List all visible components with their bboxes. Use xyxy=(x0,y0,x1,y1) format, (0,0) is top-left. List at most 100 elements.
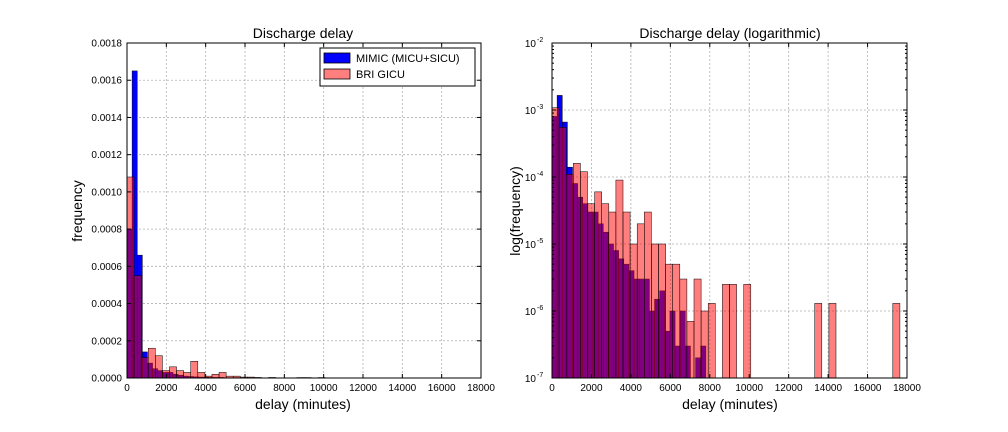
y-tick-base: 10 xyxy=(525,307,537,318)
bar-bri xyxy=(155,355,163,379)
x-tick-label: 16000 xyxy=(854,383,882,394)
chart-linear: Discharge delay delay (minutes) frequenc… xyxy=(69,25,495,412)
x-tick-label: 8000 xyxy=(273,383,296,394)
y-tick-label: 0.0018 xyxy=(91,39,122,50)
x-tick-label: 12000 xyxy=(775,383,803,394)
bar-bri xyxy=(743,284,752,379)
bar-bri xyxy=(565,173,574,379)
bar-bri xyxy=(126,176,135,379)
bar-bri xyxy=(651,243,659,379)
x-tick-label: 4000 xyxy=(620,383,643,394)
y-tick-base: 10 xyxy=(525,173,537,184)
bar-bri xyxy=(594,191,602,379)
x-tick-label: 6000 xyxy=(234,383,257,394)
bar-bri xyxy=(658,243,666,379)
chart-log: Discharge delay (logarithmic) delay (min… xyxy=(507,25,921,412)
y-tick-exponent: -3 xyxy=(537,104,543,111)
bar-bri xyxy=(608,211,617,379)
x-tick-label: 18000 xyxy=(893,383,921,394)
bar-bri xyxy=(133,275,142,379)
bar-bri xyxy=(211,374,220,379)
y-tick-label: 0.0014 xyxy=(91,113,122,124)
bar-bri xyxy=(672,263,681,379)
y-tick-exponent: -2 xyxy=(537,37,543,44)
bar-bri xyxy=(636,223,645,379)
y-tick-label: 10 -4 xyxy=(525,171,543,184)
y-axis-label: frequency xyxy=(69,180,85,241)
x-tick-label: 10000 xyxy=(735,383,763,394)
bar-bri xyxy=(686,321,695,379)
y-tick-label: 0.0016 xyxy=(91,76,122,87)
bar-bri xyxy=(580,171,588,379)
bar-bri xyxy=(828,303,837,379)
bar-bri xyxy=(140,357,149,379)
bar-bri xyxy=(722,284,730,379)
x-tick-label: 2000 xyxy=(155,383,178,394)
x-tick-label: 16000 xyxy=(428,383,456,394)
y-tick-label: 0.0010 xyxy=(91,187,122,198)
chart-title: Discharge delay (logarithmic) xyxy=(639,25,820,41)
x-tick-label: 18000 xyxy=(467,383,495,394)
y-tick-exponent: -5 xyxy=(537,238,543,245)
bar-bri xyxy=(615,179,624,379)
y-tick-label: 0.0006 xyxy=(91,262,122,273)
legend-swatch-mimic xyxy=(323,52,351,64)
bar-bri xyxy=(573,163,581,379)
chart-title: Discharge delay xyxy=(253,25,353,41)
grid xyxy=(127,43,481,378)
bar-bri xyxy=(197,372,206,379)
bar-bri xyxy=(814,303,823,379)
bars xyxy=(551,95,901,379)
x-tick-label: 8000 xyxy=(699,383,722,394)
bar-bri xyxy=(700,310,709,379)
x-axis-label: delay (minutes) xyxy=(255,396,351,412)
bar-bri xyxy=(183,372,191,379)
ticks: 0 2000 4000 6000 8000 10000 12000 14000 16000 180… xyxy=(525,37,921,394)
bar-bri xyxy=(693,278,702,379)
y-tick-label: 10 -7 xyxy=(525,372,543,385)
ticks: 0 2000 4000 6000 8000 10000 12000 14000 16000 180… xyxy=(91,39,495,395)
x-tick-label: 0 xyxy=(549,383,555,394)
y-tick-label: 10 -5 xyxy=(525,238,543,251)
y-tick-label: 10 -6 xyxy=(525,305,543,318)
y-tick-label: 0.0000 xyxy=(91,374,122,385)
bar-bri xyxy=(169,366,177,379)
bar-bri xyxy=(644,211,652,379)
bar-bri xyxy=(147,347,156,379)
bars xyxy=(126,70,326,379)
bar-bri xyxy=(679,278,688,379)
y-tick-label: 0.0002 xyxy=(91,336,122,347)
x-tick-label: 14000 xyxy=(388,383,416,394)
legend-label-bri: BRI GICU xyxy=(356,69,405,81)
x-tick-label: 10000 xyxy=(310,383,338,394)
y-tick-base: 10 xyxy=(525,240,537,251)
bar-bri xyxy=(601,203,610,379)
bar-bri xyxy=(629,243,638,379)
bar-bri xyxy=(218,372,227,379)
y-tick-exponent: -4 xyxy=(537,171,543,178)
bar-bri xyxy=(176,370,184,379)
bar-bri xyxy=(729,284,737,379)
bar-bri xyxy=(190,361,199,379)
y-tick-base: 10 xyxy=(525,374,537,385)
x-tick-label: 6000 xyxy=(659,383,682,394)
x-tick-label: 2000 xyxy=(580,383,603,394)
x-tick-label: 12000 xyxy=(349,383,377,394)
y-tick-exponent: -7 xyxy=(537,372,543,379)
bar-bri xyxy=(558,127,567,379)
y-tick-label: 0.0004 xyxy=(91,299,122,310)
bar-bri xyxy=(892,303,901,379)
x-tick-label: 14000 xyxy=(814,383,842,394)
y-tick-label: 10 -3 xyxy=(525,104,543,117)
x-axis-label: delay (minutes) xyxy=(682,396,778,412)
y-tick-base: 10 xyxy=(525,39,537,50)
x-tick-label: 0 xyxy=(124,383,130,394)
legend-swatch-bri xyxy=(323,68,351,80)
bar-bri xyxy=(587,203,595,379)
y-tick-exponent: -6 xyxy=(537,305,543,312)
x-tick-label: 4000 xyxy=(195,383,218,394)
y-axis-label: log(frequency) xyxy=(507,166,523,256)
bar-bri xyxy=(707,303,716,379)
y-tick-label: 0.0008 xyxy=(91,225,122,236)
